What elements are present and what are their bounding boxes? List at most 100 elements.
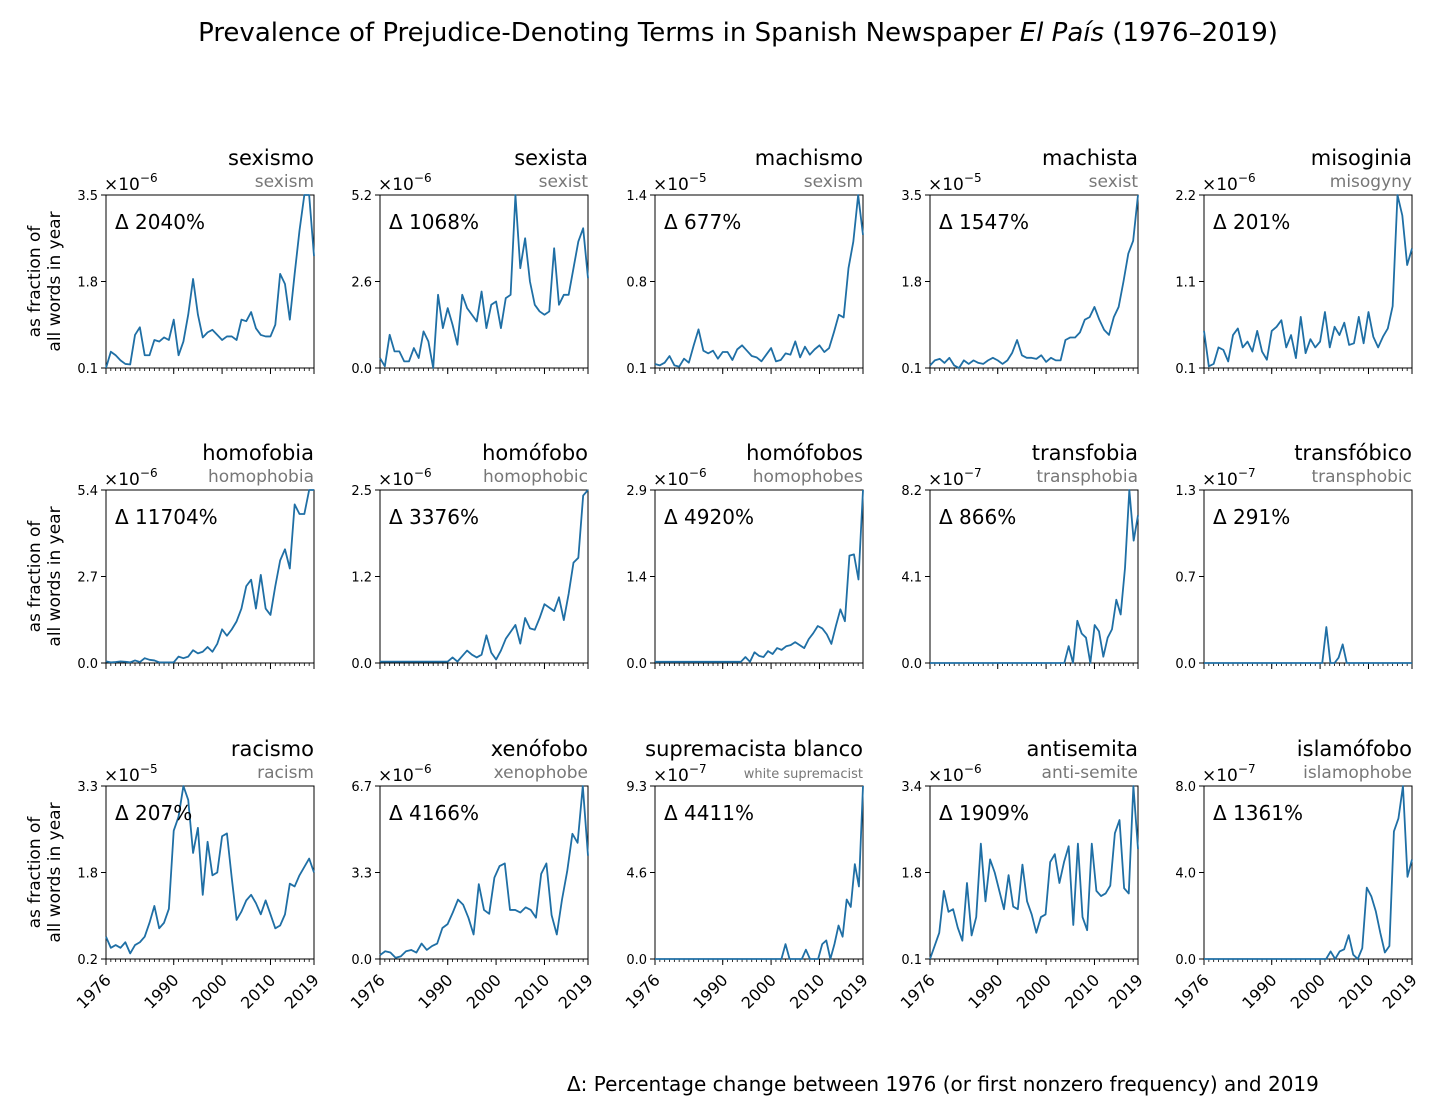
delta-label: Δ 4411% bbox=[664, 801, 754, 825]
chart-panel-misogyny: misoginiamisogyny×10−60.11.12.2Δ 201% bbox=[1175, 146, 1412, 377]
chart-panel-sexist: machistasexist×10−50.11.83.5Δ 1547% bbox=[901, 146, 1138, 377]
panel-subtitle: transphobic bbox=[1311, 467, 1412, 487]
delta-label: Δ 4166% bbox=[389, 801, 479, 825]
axis-exponent: ×10−6 bbox=[378, 762, 432, 786]
x-tick-label: 2010 bbox=[1061, 970, 1103, 1012]
x-tick-label: 1990 bbox=[140, 970, 182, 1012]
axis-exponent: ×10−6 bbox=[378, 466, 432, 490]
x-tick-label: 2010 bbox=[786, 970, 828, 1012]
y-tick-label: 0.0 bbox=[351, 362, 372, 377]
x-tick-label: 1990 bbox=[414, 970, 456, 1012]
panel-subtitle: homophobic bbox=[483, 467, 588, 487]
figure: Prevalence of Prejudice-Denoting Terms i… bbox=[0, 0, 1456, 1118]
panel-title: islamófobo bbox=[1297, 737, 1412, 761]
panel-title: supremacista blanco bbox=[645, 737, 863, 761]
x-tick-label: 2019 bbox=[555, 970, 597, 1012]
y-tick-label: 1.8 bbox=[77, 867, 98, 882]
panel-title: antisemita bbox=[1026, 737, 1138, 761]
delta-label: Δ 1909% bbox=[939, 801, 1029, 825]
y-tick-label: 5.4 bbox=[77, 484, 98, 499]
panel-title: sexista bbox=[514, 146, 588, 170]
chart-panel-sexism: machismosexism×10−50.10.81.4Δ 677% bbox=[626, 146, 863, 377]
y-tick-label: 0.0 bbox=[351, 657, 372, 672]
y-tick-label: 0.1 bbox=[77, 362, 98, 377]
y-tick-label: 2.6 bbox=[351, 276, 372, 291]
x-tick-label: 2019 bbox=[830, 970, 872, 1012]
axis-exponent: ×10−5 bbox=[653, 171, 707, 195]
x-tick-label: 1976 bbox=[347, 970, 389, 1012]
x-tick-label: 2010 bbox=[511, 970, 553, 1012]
y-tick-label: 0.2 bbox=[77, 953, 98, 968]
axis-exponent: ×10−6 bbox=[104, 171, 158, 195]
axis-exponent: ×10−6 bbox=[653, 466, 707, 490]
x-tick-label: 1976 bbox=[622, 970, 664, 1012]
panel-subtitle: islamophobe bbox=[1303, 763, 1412, 783]
x-tick-label: 2000 bbox=[189, 970, 231, 1012]
y-tick-label: 0.0 bbox=[77, 657, 98, 672]
panel-title: homófobo bbox=[482, 441, 588, 465]
panel-subtitle: racism bbox=[257, 763, 314, 783]
delta-label: Δ 291% bbox=[1213, 505, 1290, 529]
x-tick-label: 1976 bbox=[1171, 970, 1213, 1012]
panel-title: transfóbico bbox=[1294, 441, 1412, 465]
y-tick-label: 8.2 bbox=[901, 484, 922, 499]
y-tick-label: 4.1 bbox=[901, 571, 922, 586]
panel-subtitle: sexist bbox=[1089, 172, 1139, 192]
y-tick-label: 1.8 bbox=[77, 276, 98, 291]
panel-subtitle: white supremacist bbox=[744, 767, 863, 782]
y-tick-label: 1.4 bbox=[626, 189, 647, 204]
axis-exponent: ×10−7 bbox=[1202, 762, 1256, 786]
y-tick-label: 4.0 bbox=[1175, 867, 1196, 882]
delta-footnote: Δ: Percentage change between 1976 (or fi… bbox=[567, 1072, 1319, 1096]
chart-panel-white-supremacist: supremacista blanco white supremacist ×10−… bbox=[622, 737, 872, 1013]
panel-title: transfobia bbox=[1032, 441, 1138, 465]
y-tick-label: 0.1 bbox=[626, 362, 647, 377]
panel-subtitle: anti-semite bbox=[1042, 763, 1138, 783]
y-tick-label: 1.8 bbox=[901, 276, 922, 291]
panel-title: racismo bbox=[231, 737, 314, 761]
y-tick-label: 0.0 bbox=[626, 953, 647, 968]
y-tick-label: 3.3 bbox=[351, 867, 372, 882]
panel-title: xenófobo bbox=[491, 737, 588, 761]
y-tick-label: 3.5 bbox=[901, 189, 922, 204]
y-tick-label: 1.1 bbox=[1175, 276, 1196, 291]
y-tick-label: 2.9 bbox=[626, 484, 647, 499]
y-tick-label: 0.0 bbox=[901, 657, 922, 672]
panel-title: machista bbox=[1042, 146, 1138, 170]
y-tick-label: 0.7 bbox=[1175, 571, 1196, 586]
delta-label: Δ 3376% bbox=[389, 505, 479, 529]
axis-exponent: ×10−6 bbox=[104, 466, 158, 490]
y-axis-label: as fraction ofall words in year bbox=[25, 506, 65, 646]
axis-exponent: ×10−7 bbox=[653, 762, 707, 786]
axis-exponent: ×10−7 bbox=[1202, 466, 1256, 490]
y-tick-label: 0.8 bbox=[626, 276, 647, 291]
y-axis-label: as fraction ofall words in year bbox=[25, 211, 65, 351]
y-tick-label: 4.6 bbox=[626, 867, 647, 882]
axis-exponent: ×10−6 bbox=[1202, 171, 1256, 195]
y-tick-label: 3.4 bbox=[901, 780, 922, 795]
y-tick-label: 1.3 bbox=[1175, 484, 1196, 499]
y-tick-label: 1.2 bbox=[351, 571, 372, 586]
delta-label: Δ 201% bbox=[1213, 210, 1290, 234]
x-tick-label: 1990 bbox=[689, 970, 731, 1012]
panel-title: sexismo bbox=[228, 146, 314, 170]
axis-exponent: ×10−7 bbox=[928, 466, 982, 490]
x-tick-label: 2019 bbox=[281, 970, 323, 1012]
x-tick-label: 2010 bbox=[1335, 970, 1377, 1012]
y-tick-label: 2.5 bbox=[351, 484, 372, 499]
panel-subtitle: misogyny bbox=[1330, 172, 1412, 192]
axis-exponent: ×10−5 bbox=[928, 171, 982, 195]
y-tick-label: 0.0 bbox=[626, 657, 647, 672]
delta-label: Δ 4920% bbox=[664, 505, 754, 529]
x-tick-label: 2000 bbox=[463, 970, 505, 1012]
panel-subtitle: homophobes bbox=[753, 467, 863, 487]
y-tick-label: 0.0 bbox=[351, 953, 372, 968]
delta-label: Δ 677% bbox=[664, 210, 741, 234]
y-tick-label: 0.0 bbox=[1175, 657, 1196, 672]
delta-label: Δ 1361% bbox=[1213, 801, 1303, 825]
